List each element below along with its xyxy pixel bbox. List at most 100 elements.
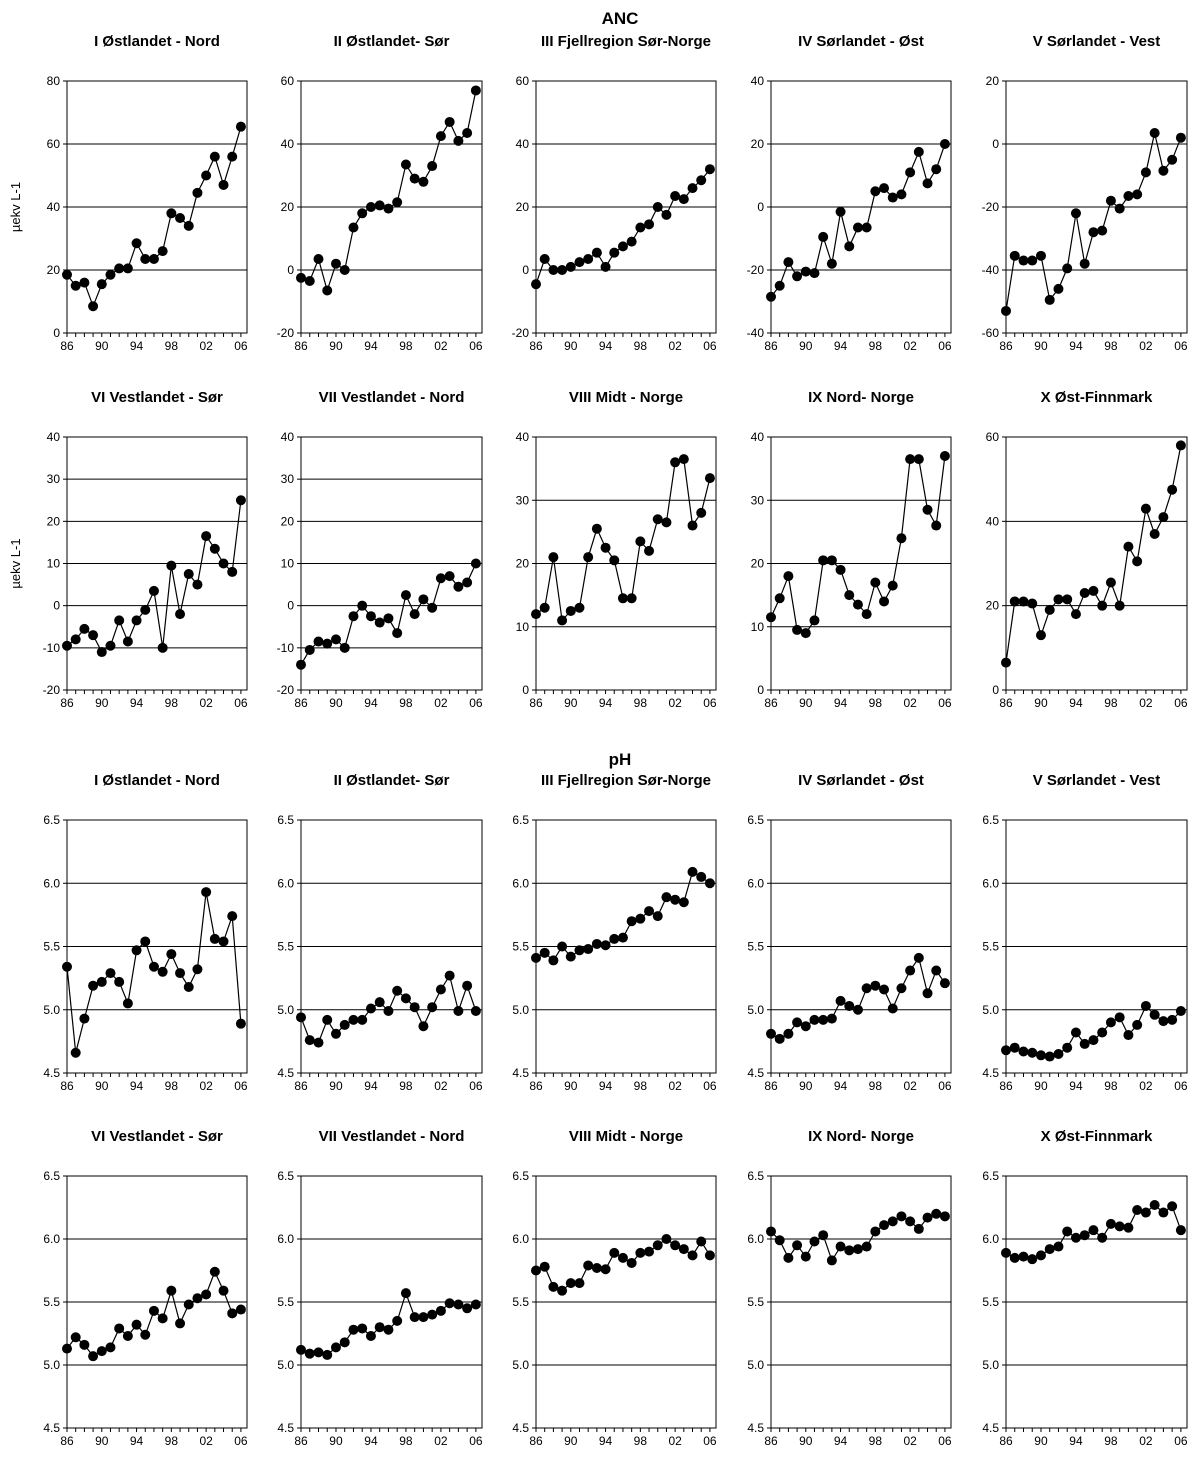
data-point <box>365 1003 376 1014</box>
data-point <box>313 636 324 647</box>
data-point <box>704 878 715 889</box>
x-tick-label: 94 <box>599 1079 613 1093</box>
data-point <box>444 116 455 127</box>
data-point <box>852 1004 863 1015</box>
data-point <box>1140 167 1151 178</box>
data-point <box>322 1014 333 1025</box>
x-tick-label: 02 <box>199 1079 213 1093</box>
data-point <box>835 1241 846 1252</box>
x-tick-label: 90 <box>329 696 343 710</box>
y-tick-label: 0 <box>992 683 999 697</box>
data-point <box>435 1305 446 1316</box>
data-point <box>861 983 872 994</box>
data-point <box>861 222 872 233</box>
x-tick-label: 86 <box>764 339 778 353</box>
data-point <box>870 980 881 991</box>
x-tick-label: 98 <box>869 1079 883 1093</box>
chart-panel: IV Sørlandet - Øst 4.5 5.0 5.5 6.0 6.5 86 90 94 9… <box>747 772 952 1093</box>
y-tick-label: 40 <box>516 430 530 444</box>
data-point <box>1018 1046 1029 1057</box>
data-point <box>531 1265 541 1276</box>
data-point <box>70 1332 81 1343</box>
data-point <box>539 602 550 613</box>
chart-panel: IV Sørlandet - Øst -40 -20 0 20 40 86 90 94 98 02 0… <box>747 33 952 353</box>
x-tick-label: 06 <box>703 339 717 353</box>
data-point <box>609 933 620 944</box>
x-tick-label: 06 <box>234 696 248 710</box>
data-point <box>783 1028 794 1039</box>
x-tick-label: 98 <box>634 696 648 710</box>
data-point <box>696 1236 707 1247</box>
chart-panel: VII Vestlandet - Nord -20 -10 0 10 20 30 40 86 90… <box>277 389 483 710</box>
data-point <box>209 1266 220 1277</box>
y-tick-label: 30 <box>47 472 61 486</box>
data-point <box>687 183 698 194</box>
data-point <box>313 1037 324 1048</box>
data-point <box>435 131 446 142</box>
data-point <box>617 1252 628 1263</box>
y-tick-label: 0 <box>522 683 529 697</box>
data-point <box>453 1006 464 1017</box>
y-tick-label: 60 <box>986 430 1000 444</box>
y-tick-label: 4.5 <box>43 1066 60 1080</box>
data-point <box>313 253 324 264</box>
data-point <box>591 523 602 534</box>
x-tick-label: 02 <box>903 696 917 710</box>
data-point <box>400 590 411 601</box>
x-tick-label: 02 <box>434 1434 448 1448</box>
y-tick-label: 4.5 <box>982 1066 999 1080</box>
series-line <box>1005 445 1182 663</box>
data-point <box>574 945 585 956</box>
x-tick-label: 98 <box>634 1079 648 1093</box>
data-point <box>609 1247 620 1258</box>
data-point <box>409 1312 420 1323</box>
data-point <box>1027 255 1038 266</box>
data-point <box>600 1264 611 1275</box>
x-tick-label: 90 <box>1034 696 1048 710</box>
data-point <box>209 933 220 944</box>
data-point <box>470 1299 481 1310</box>
data-point <box>218 179 229 190</box>
data-point <box>557 1285 568 1296</box>
data-point <box>565 1278 576 1289</box>
data-point <box>470 85 481 96</box>
data-point <box>79 277 90 288</box>
data-point <box>462 577 473 588</box>
data-point <box>835 564 846 575</box>
data-point <box>201 887 212 898</box>
data-point <box>357 1014 368 1025</box>
y-tick-label: 5.0 <box>277 1003 294 1017</box>
data-point <box>696 871 707 882</box>
data-point <box>148 961 159 972</box>
y-tick-label: 5.0 <box>512 1358 529 1372</box>
data-point <box>427 1002 438 1013</box>
data-point <box>539 947 550 958</box>
data-point <box>105 640 116 651</box>
ph-section-title: pH <box>609 750 632 769</box>
data-point <box>896 983 907 994</box>
data-point <box>644 545 655 556</box>
x-tick-label: 98 <box>399 339 413 353</box>
data-point <box>1053 1049 1064 1060</box>
data-point <box>1114 1221 1125 1232</box>
data-point <box>462 980 473 991</box>
x-tick-label: 90 <box>799 1079 813 1093</box>
data-point <box>583 944 594 955</box>
data-point <box>922 1212 933 1223</box>
x-tick-label: 98 <box>399 1434 413 1448</box>
data-point <box>826 258 837 269</box>
x-tick-label: 94 <box>599 1434 613 1448</box>
data-point <box>1018 596 1029 607</box>
data-point <box>470 1006 481 1017</box>
x-tick-label: 94 <box>130 696 144 710</box>
plot-frame <box>535 80 717 334</box>
data-point <box>644 1246 655 1257</box>
data-point <box>800 1251 811 1262</box>
data-point <box>175 213 186 224</box>
data-point <box>435 984 446 995</box>
y-tick-label: -20 <box>277 683 295 697</box>
data-point <box>1123 1222 1134 1233</box>
plot-frame <box>770 1175 952 1429</box>
data-point <box>105 968 116 979</box>
